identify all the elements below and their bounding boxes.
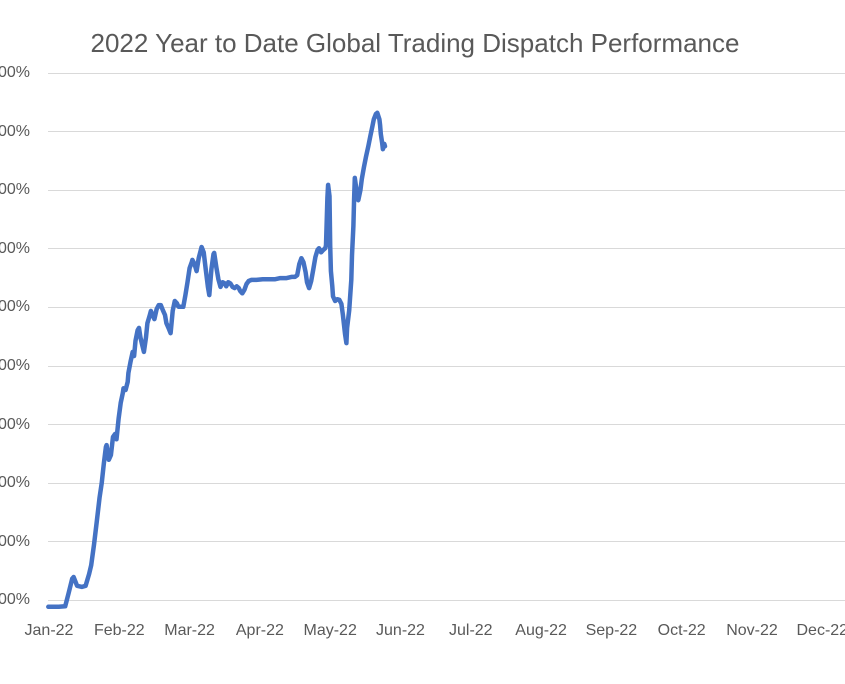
y-axis-tick-label: 00% (0, 357, 30, 374)
x-axis-tick-label: Aug-22 (515, 622, 567, 639)
gridline (48, 72, 845, 74)
x-axis-tick-label: Jul-22 (449, 622, 493, 639)
gridline (48, 131, 845, 133)
gridline (48, 248, 845, 250)
x-axis-tick-label: Mar-22 (164, 622, 215, 639)
x-axis-tick-label: May-22 (303, 622, 357, 639)
y-axis-tick-label: 00% (0, 298, 30, 316)
gridline (48, 599, 845, 601)
gridline (48, 189, 845, 191)
y-axis-tick-label: 00% (0, 474, 30, 492)
y-axis-tick-label: 00% (0, 591, 30, 609)
y-axis-tick-label: 00% (0, 239, 30, 257)
x-axis-tick-label: Dec-22 (796, 622, 845, 639)
gridline (48, 424, 845, 426)
performance-line-series (46, 110, 388, 610)
gridline (48, 482, 845, 484)
x-axis-tick-label: Jun-22 (376, 622, 425, 639)
y-axis-tick-label: 00% (0, 122, 30, 140)
x-axis-tick-label: Nov-22 (726, 622, 778, 639)
x-axis-tick-label: Apr-22 (235, 622, 284, 639)
gridline (48, 365, 845, 367)
x-axis-tick-label: Feb-22 (93, 622, 145, 639)
gridline (48, 306, 845, 308)
x-axis-tick-label: Jan-22 (24, 622, 74, 639)
y-axis-tick-label: 00% (0, 64, 30, 81)
y-axis-tick-label: 00% (0, 415, 30, 433)
chart-title: 2022 Year to Date Global Trading Dispatc… (90, 28, 740, 58)
gridline (48, 541, 845, 543)
x-axis-tick-label: Sep-22 (585, 622, 638, 639)
y-axis-tick-label: 00% (0, 181, 30, 199)
x-axis-tick-label: Oct-22 (657, 622, 706, 639)
y-axis-tick-label: 00% (0, 532, 30, 550)
